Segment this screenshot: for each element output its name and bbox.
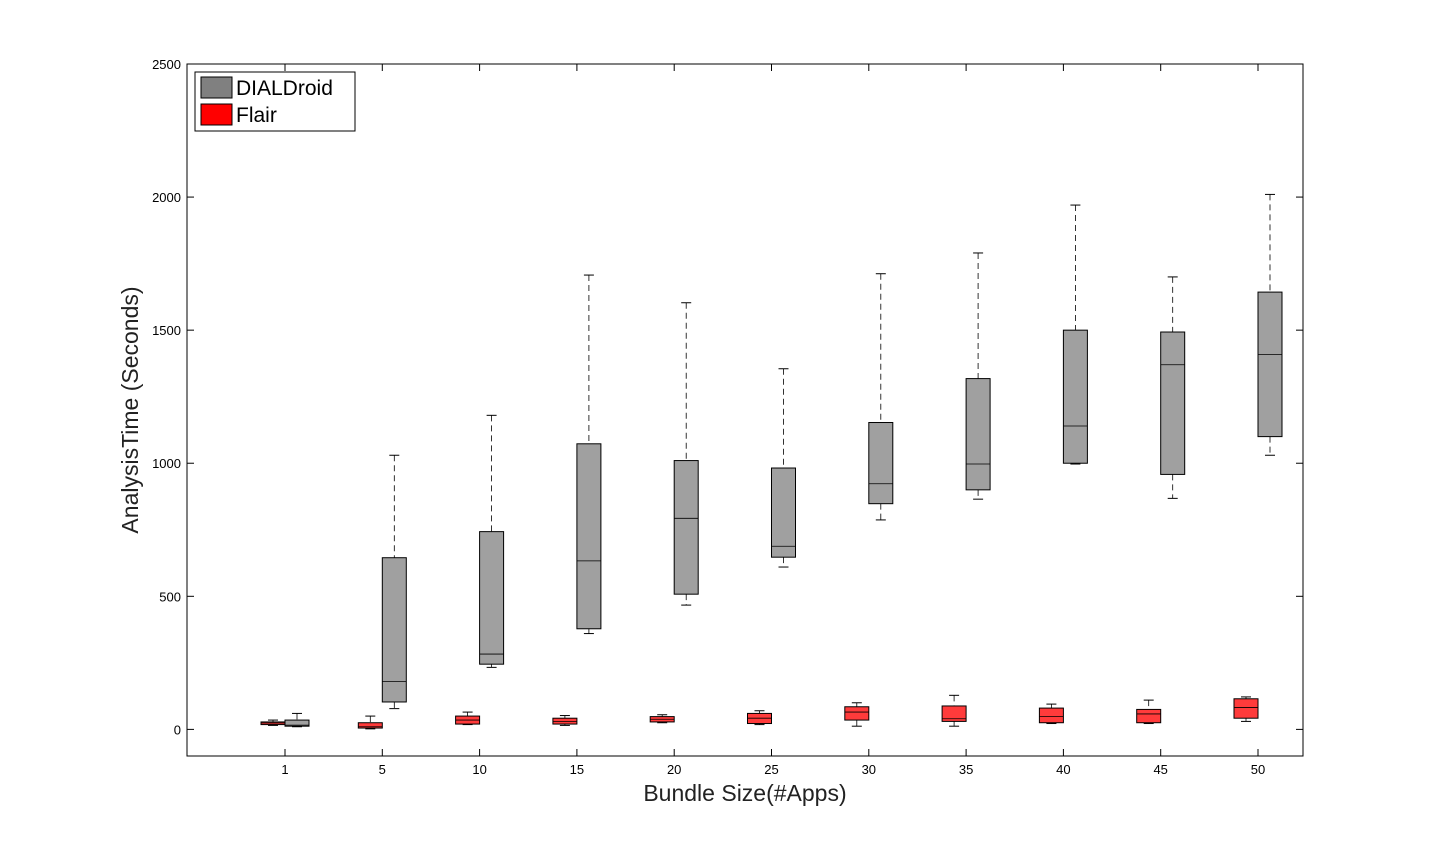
- legend-label-dialdroid: DIALDroid: [236, 77, 333, 100]
- x-tick-label: 10: [472, 762, 486, 777]
- x-tick-label: 45: [1153, 762, 1167, 777]
- series-flair: [260, 694, 1259, 730]
- y-tick-label: 500: [159, 589, 181, 604]
- iqr-box: [771, 467, 796, 558]
- iqr-box: [381, 557, 407, 703]
- iqr-box: [1038, 707, 1064, 724]
- box-flair-25: [747, 710, 772, 726]
- box-dialdroid-25: [771, 368, 796, 568]
- y-tick-label: 1000: [152, 456, 181, 471]
- box-dialdroid-1: [284, 712, 310, 728]
- x-tick-label: 5: [379, 762, 386, 777]
- series-dialdroid: [284, 193, 1283, 728]
- box-dialdroid-45: [1160, 276, 1186, 499]
- x-tick-label: 1: [281, 762, 288, 777]
- y-tick-label: 0: [174, 722, 181, 737]
- legend: DIALDroid Flair: [194, 71, 356, 132]
- x-tick-label: 20: [667, 762, 681, 777]
- iqr-box: [868, 422, 894, 505]
- x-tick-label: 35: [959, 762, 973, 777]
- box-dialdroid-5: [381, 454, 407, 710]
- iqr-box: [965, 378, 991, 491]
- x-tick-label: 30: [862, 762, 876, 777]
- legend-label-flair: Flair: [236, 104, 277, 127]
- iqr-box: [1062, 329, 1088, 464]
- boxes-layer: [260, 193, 1283, 730]
- box-flair-5: [357, 715, 383, 730]
- x-tick-label: 40: [1056, 762, 1070, 777]
- iqr-box: [576, 443, 602, 630]
- box-dialdroid-15: [576, 274, 602, 635]
- box-dialdroid-35: [965, 252, 991, 500]
- plot-frame: [186, 63, 1304, 757]
- iqr-box: [844, 706, 870, 721]
- x-tick-label: 25: [764, 762, 778, 777]
- iqr-box: [1233, 698, 1259, 719]
- iqr-box: [1136, 708, 1162, 724]
- box-dialdroid-50: [1257, 193, 1283, 456]
- box-flair-45: [1136, 699, 1162, 725]
- box-dialdroid-10: [479, 414, 505, 668]
- box-flair-10: [455, 711, 481, 726]
- legend-swatch-dialdroid: [200, 76, 233, 99]
- iqr-box: [1160, 331, 1186, 475]
- legend-swatch-flair: [200, 103, 233, 126]
- box-flair-15: [552, 715, 578, 726]
- box-flair-50: [1233, 696, 1259, 722]
- box-dialdroid-20: [673, 302, 699, 606]
- box-flair-1: [260, 719, 286, 726]
- box-dialdroid-40: [1062, 204, 1088, 465]
- y-tick-label: 1500: [152, 323, 181, 338]
- iqr-box: [1257, 291, 1283, 438]
- x-tick-label: 15: [570, 762, 584, 777]
- box-dialdroid-30: [868, 273, 894, 521]
- iqr-box: [479, 531, 505, 665]
- box-flair-20: [649, 714, 675, 724]
- iqr-box: [357, 722, 383, 729]
- box-flair-35: [941, 694, 967, 727]
- y-tick-label: 2000: [152, 190, 181, 205]
- box-flair-30: [844, 702, 870, 727]
- y-axis-title: AnalysisTime (Seconds): [117, 286, 143, 533]
- iqr-box: [673, 460, 699, 595]
- box-flair-40: [1038, 703, 1064, 725]
- x-axis-title: Bundle Size(#Apps): [643, 780, 846, 806]
- iqr-box: [941, 705, 967, 722]
- y-tick-label: 2500: [152, 57, 181, 72]
- x-tick-label: 50: [1251, 762, 1265, 777]
